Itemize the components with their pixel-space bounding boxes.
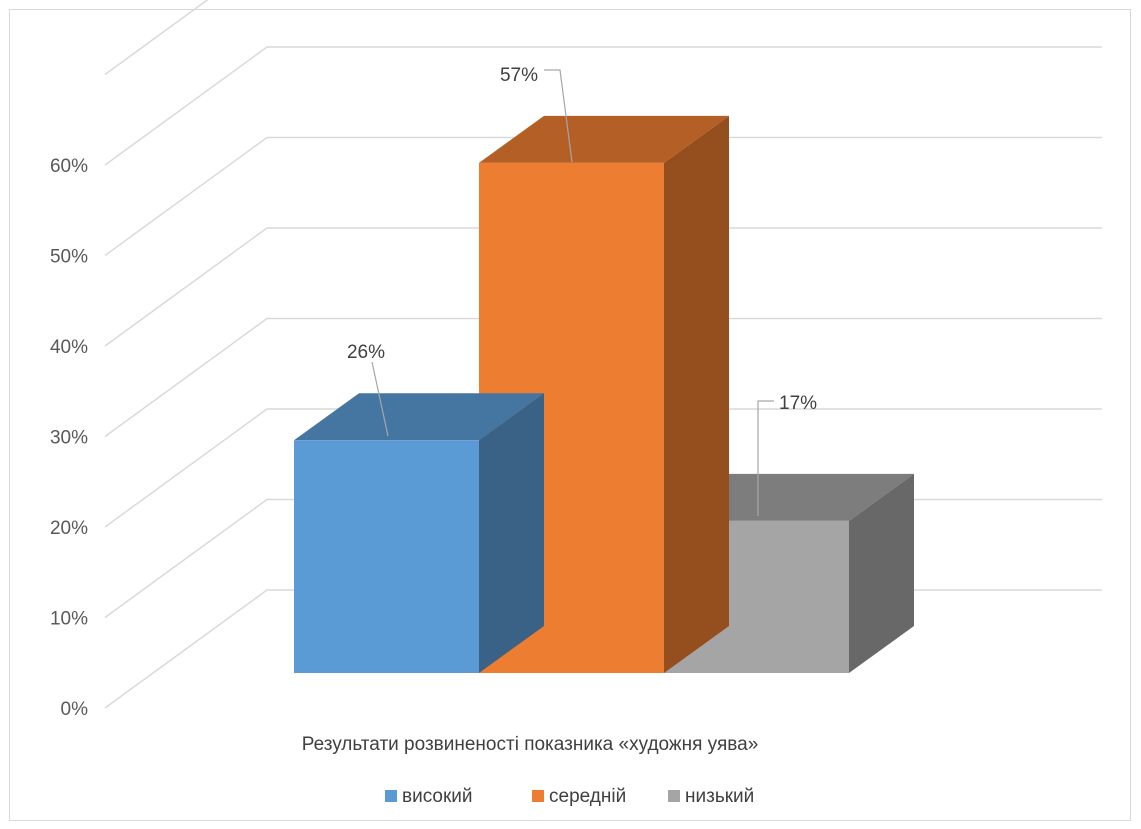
gridline (104, 46, 1102, 166)
y-tick-label: 0% (61, 699, 89, 720)
bar-side-face (849, 473, 914, 673)
gridline (104, 408, 1102, 528)
y-tick-label: 60% (50, 156, 88, 177)
legend-swatch (385, 790, 397, 802)
y-tick-label: 10% (50, 609, 88, 630)
label-leader-line (371, 361, 389, 437)
gridline (104, 0, 209, 76)
legend-label: середній (549, 786, 626, 807)
gridline (104, 317, 1102, 438)
bar-front-face (294, 440, 479, 673)
data-labels: 26% 57% 17% (347, 65, 817, 516)
data-label: 17% (779, 393, 817, 414)
legend-label: низький (685, 786, 754, 807)
gridline (104, 136, 1102, 257)
x-category-label: Результати розвиненості показника «худож… (302, 734, 759, 755)
legend: високий середній низький (385, 786, 754, 807)
data-label: 26% (347, 342, 385, 363)
legend-swatch (532, 790, 544, 802)
y-tick-label: 20% (50, 518, 88, 539)
bar-side-face (479, 393, 544, 673)
data-label: 57% (500, 65, 538, 86)
y-tick-label: 30% (50, 428, 88, 449)
bar-side-face (664, 115, 729, 674)
legend-swatch (668, 790, 680, 802)
bar-top-face (479, 115, 729, 163)
label-leader-line (544, 69, 573, 163)
bar-високий (294, 393, 544, 673)
y-tick-label: 50% (50, 247, 88, 268)
legend-item: низький (668, 786, 754, 807)
y-axis-ticks: 0% 10% 20% 30% 40% 50% 60% (50, 156, 88, 720)
bars (294, 115, 914, 674)
bar-top-face (294, 393, 544, 441)
legend-label: високий (402, 786, 473, 807)
legend-item: високий (385, 786, 473, 807)
legend-item: середній (532, 786, 626, 807)
gridline (104, 227, 1102, 347)
y-tick-label: 40% (50, 337, 88, 358)
label-leader-line (757, 400, 774, 516)
